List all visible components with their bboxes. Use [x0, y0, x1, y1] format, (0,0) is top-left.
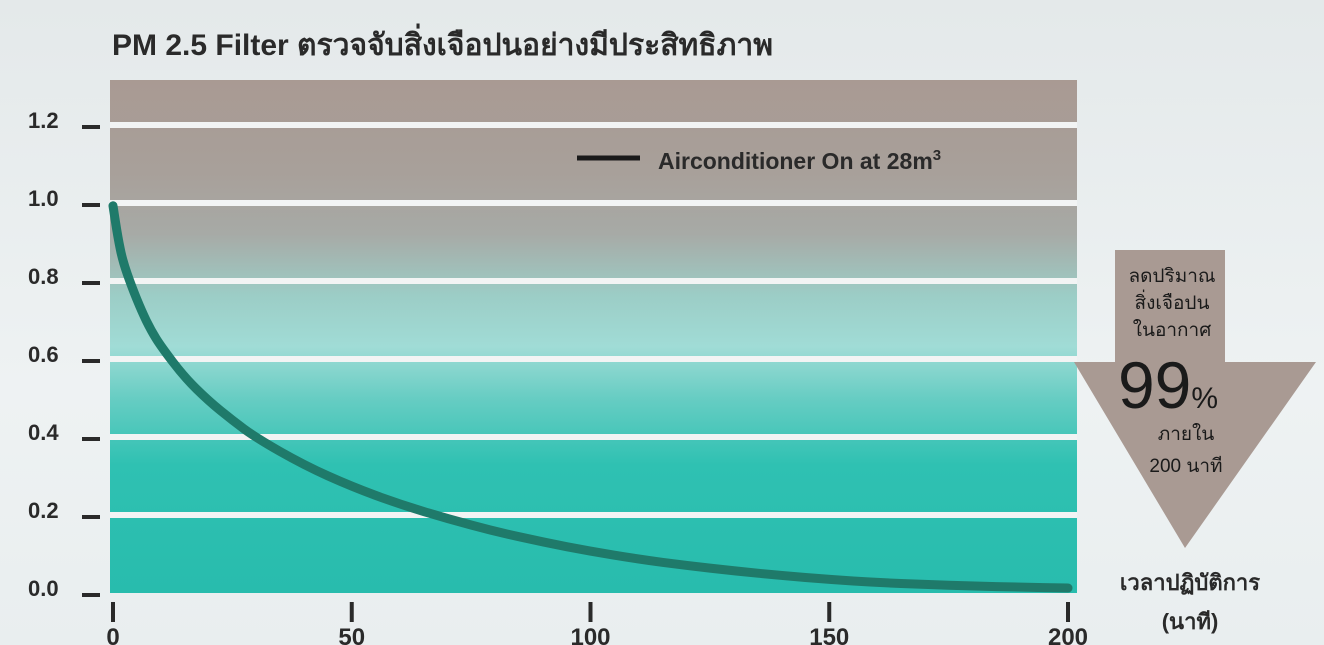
x-tick-label: 200	[1048, 624, 1088, 645]
y-tick-label: 1.2	[28, 108, 59, 133]
y-tick-label: 0.8	[28, 264, 59, 289]
band-separator	[110, 434, 1077, 440]
band-separator	[110, 122, 1077, 128]
x-axis-label-line-2: (นาที)	[1162, 609, 1219, 634]
plot-background	[110, 80, 1077, 593]
y-axis: 0.0 0.2 0.4 0.6 0.8 1.0 1.2	[28, 108, 100, 601]
callout-footer-2: 200 นาที	[1149, 455, 1222, 477]
y-tick-label: 0.0	[28, 576, 59, 601]
callout-line-2: สิ่งเจือปน	[1135, 289, 1210, 314]
callout-line-3: ในอากาศ	[1133, 319, 1212, 341]
legend-superscript: 3	[933, 147, 941, 164]
callout-value: 99%	[1118, 348, 1218, 422]
band-separator	[110, 512, 1077, 518]
y-tick-mark	[82, 593, 100, 597]
y-tick-label: 0.6	[28, 342, 59, 367]
x-tick-label: 100	[570, 624, 610, 645]
x-tick-label: 50	[338, 624, 365, 645]
x-tick-label: 150	[809, 624, 849, 645]
y-tick-mark	[82, 125, 100, 129]
y-tick-mark	[82, 203, 100, 207]
y-tick-mark	[82, 437, 100, 441]
callout-line-1: ลดปริมาณ	[1128, 266, 1215, 287]
band-separator	[110, 356, 1077, 362]
legend: Airconditioner On at 28m3	[577, 147, 941, 174]
x-tick-mark	[349, 602, 354, 622]
legend-label: Airconditioner On at 28m3	[658, 147, 941, 174]
band-separator	[110, 200, 1077, 206]
band-separator	[110, 278, 1077, 284]
chart-title: PM 2.5 Filter ตรวจจับสิ่งเจือปนอย่างมีปร…	[112, 23, 773, 62]
band-separators	[110, 122, 1077, 518]
y-tick-mark	[82, 515, 100, 519]
x-axis: 0 50 100 150 200	[106, 602, 1088, 645]
y-tick-label: 0.4	[28, 420, 59, 445]
x-tick-mark	[827, 602, 832, 622]
x-tick-mark	[1066, 602, 1070, 622]
series-line-airconditioner	[108, 201, 1073, 593]
callout-unit: %	[1191, 382, 1218, 415]
y-tick-label: 1.0	[28, 186, 59, 211]
x-tick-mark	[111, 602, 115, 622]
x-tick-mark	[588, 602, 593, 622]
y-tick-mark	[82, 359, 100, 363]
y-tick-mark	[82, 281, 100, 285]
x-axis-label-line-1: เวลาปฏิบัติการ	[1120, 570, 1260, 595]
y-tick-label: 0.2	[28, 498, 59, 523]
down-arrow	[1074, 250, 1316, 548]
reduction-callout: ลดปริมาณ สิ่งเจือปน ในอากาศ 99% ภายใน 20…	[1074, 250, 1316, 548]
x-tick-label: 0	[106, 624, 119, 645]
callout-footer-1: ภายใน	[1158, 423, 1215, 445]
